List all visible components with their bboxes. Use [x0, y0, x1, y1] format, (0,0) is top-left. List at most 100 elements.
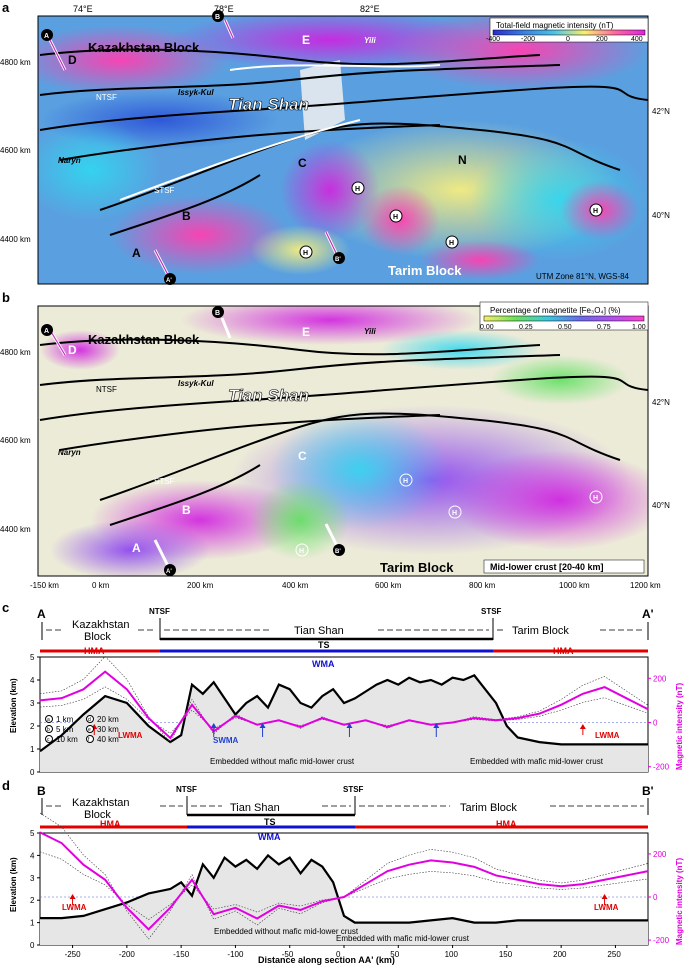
- point-B2-a: B': [335, 257, 341, 263]
- magnetic-point: [147, 717, 150, 719]
- point-B-b: B: [215, 310, 220, 317]
- c-embed-right: Embedded with mafic mid-lower crust: [470, 757, 604, 766]
- c-plot: [39, 655, 649, 772]
- cb-a-tick-0: -400: [486, 36, 500, 43]
- annotation-arrowhead: [69, 894, 76, 899]
- map-a-field: [38, 16, 648, 284]
- point-A-b: A: [44, 328, 49, 335]
- label-A-b: A: [132, 541, 141, 555]
- c-legend-mark-f: f: [88, 737, 90, 743]
- annotation-arrowhead: [346, 723, 353, 728]
- label-stsf-b: STSF: [154, 477, 175, 486]
- h-a-4: H: [303, 250, 308, 257]
- c-block-mid: Tian Shan: [294, 625, 344, 637]
- h-a-3: H: [449, 240, 454, 247]
- ytick-left-label: 1: [30, 745, 35, 754]
- cb-b-tick-4: 1.00: [632, 324, 646, 331]
- magnetic-point: [647, 870, 649, 872]
- d-block-left-1: Kazakhstan: [72, 797, 129, 809]
- top-tick-74: 74°E: [73, 4, 93, 14]
- label-C-b: C: [298, 449, 307, 463]
- xtick-label: 250: [607, 950, 621, 959]
- c-legend: a 1 km b 5 km c 10 km d 20 km e 30 km f …: [45, 715, 119, 744]
- c-ts: TS: [318, 640, 330, 650]
- magnetic-point: [647, 708, 649, 711]
- label-tianshan-b: Tian Shan: [228, 386, 309, 405]
- fault-lines-a: [39, 48, 648, 236]
- magnetic-point: [451, 721, 454, 724]
- d-end: B': [642, 784, 654, 798]
- magnetic-point: [234, 715, 237, 717]
- label-ntsf-b: NTSF: [96, 385, 117, 394]
- magnetic-point: [191, 704, 193, 706]
- d-xlabel: Distance along section AA' (km): [258, 955, 395, 965]
- ytick-right-label: -200: [653, 936, 670, 945]
- magnetic-point: [60, 697, 63, 699]
- annotation-arrowhead: [579, 724, 586, 729]
- c-start: A: [37, 607, 46, 621]
- magnetic-point: [495, 874, 497, 877]
- c-embed-left: Embedded without mafic mid-lower crust: [210, 757, 355, 766]
- profile-lines-b: A B A' B': [41, 306, 345, 576]
- c-legend-mark-b: b: [47, 727, 50, 733]
- c-legend-3: 20 km: [97, 715, 119, 724]
- b-xtick-2: 200 km: [187, 581, 214, 590]
- top-tick-82: 82°E: [360, 4, 380, 14]
- magnetic-point: [169, 906, 172, 909]
- xtick-label: -250: [65, 950, 82, 959]
- magnetic-point: [299, 726, 302, 728]
- magnetic-point: [538, 712, 541, 715]
- point-B-a: B: [215, 14, 220, 21]
- panel-a: a: [0, 0, 670, 285]
- c-legend-4: 30 km: [97, 725, 119, 734]
- h-markers-a: H H H H H: [299, 181, 603, 259]
- magnetic-point: [104, 878, 106, 881]
- magnetic-point: [169, 737, 172, 739]
- magnetic-point: [386, 726, 389, 728]
- b-xtick-5: 800 km: [469, 581, 496, 590]
- ytick-right-label: 200: [653, 674, 667, 683]
- xtick-label: -200: [119, 950, 136, 959]
- magnetic-point: [560, 885, 562, 888]
- c-legend-mark-a: a: [47, 717, 50, 723]
- magnetic-point: [386, 870, 389, 872]
- annotation-arrowhead: [601, 894, 608, 899]
- magnetic-point: [278, 719, 280, 722]
- right-tick-b-42: 42°N: [652, 398, 670, 407]
- c-block-right: Tarim Block: [512, 625, 569, 637]
- magnetic-point: [560, 704, 562, 706]
- magnetic-point: [212, 913, 215, 916]
- b-xtick-4: 600 km: [375, 581, 402, 590]
- magnetic-point: [473, 717, 476, 719]
- top-tick-78: 78°E: [214, 4, 234, 14]
- magnetic-point: [256, 917, 258, 920]
- magnetic-point: [126, 906, 128, 909]
- fault-lines-b: [39, 338, 648, 526]
- c-end: A': [642, 607, 654, 621]
- h-a-2: H: [393, 214, 398, 221]
- c-legend-2: 10 km: [56, 735, 78, 744]
- panel-letter-d: d: [2, 778, 10, 793]
- h-a-5: H: [593, 208, 598, 215]
- label-E-b: E: [302, 325, 310, 339]
- ytick-left-label: 3: [30, 874, 35, 883]
- magnetic-point: [430, 723, 432, 726]
- point-B2-b: B': [335, 549, 341, 555]
- colorbar-title-a: Total-field magnetic intensity (nT): [496, 21, 614, 30]
- magnetic-point: [430, 859, 432, 862]
- magnetic-point: [39, 831, 41, 834]
- b-xtick-7: 1200 km: [630, 581, 661, 590]
- magnetic-point: [39, 699, 41, 702]
- label-N-a: N: [458, 153, 467, 167]
- map-b-field: [38, 306, 648, 576]
- label-tianshan-a: Tian Shan: [228, 95, 309, 114]
- label-naryn-b: Naryn: [58, 448, 81, 457]
- colorbar-b: [483, 315, 645, 322]
- magnetic-point: [473, 866, 476, 868]
- label-tarim-a: Tarim Block: [388, 263, 462, 278]
- c-legend-1: 5 km: [56, 725, 74, 734]
- c-swma: SWMA: [213, 736, 239, 745]
- xtick-label: -150: [173, 950, 190, 959]
- label-B-b: B: [182, 503, 191, 517]
- label-ntsf-a: NTSF: [96, 93, 117, 102]
